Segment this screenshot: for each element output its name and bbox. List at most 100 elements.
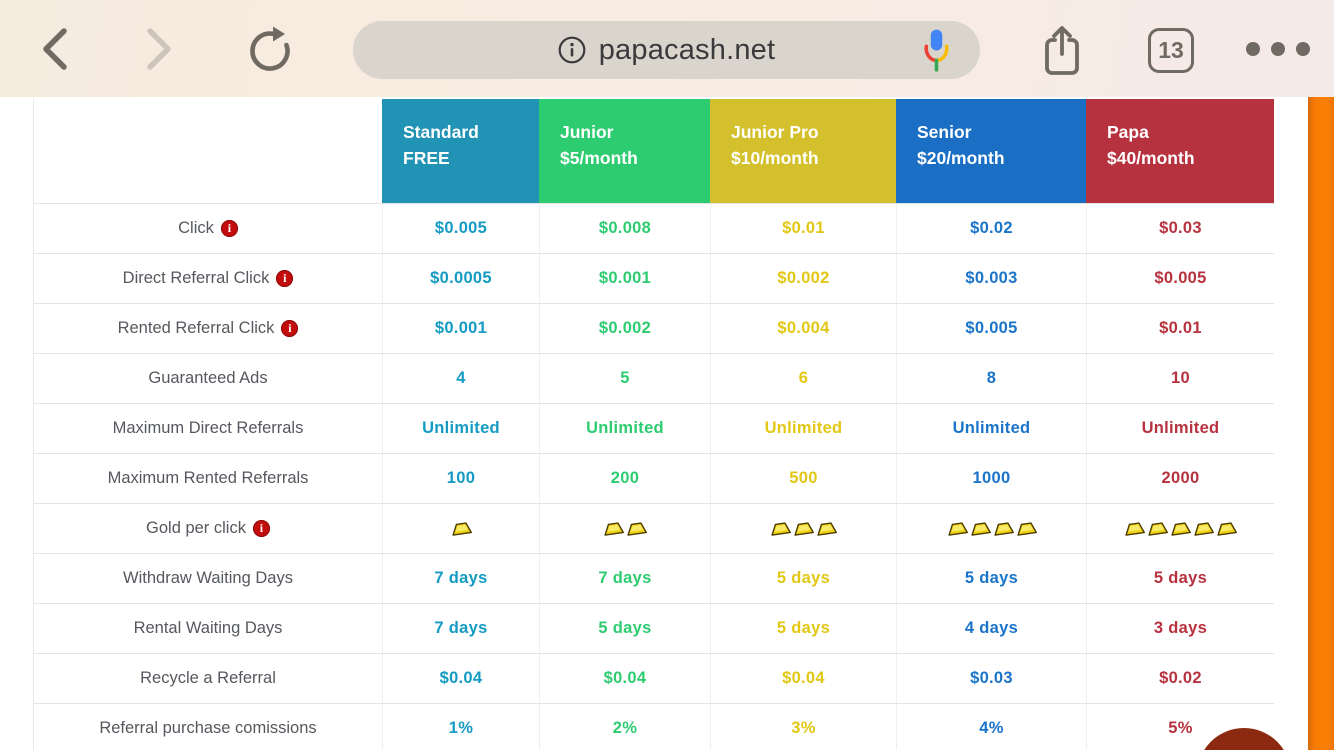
gold-bar-icon (1192, 520, 1215, 537)
table-row: Referral purchase comissions 1% 2% 3% 4% 5% (34, 703, 1274, 750)
forward-button[interactable] (142, 25, 176, 76)
row-label-cell: Recycle a Referral (34, 654, 382, 703)
plan-header-standard: Standard FREE (382, 99, 539, 203)
cell-value: $0.002 (777, 269, 830, 287)
value-cell: $0.04 (710, 654, 896, 703)
value-cell: $0.001 (539, 254, 710, 303)
value-cell: $0.04 (539, 654, 710, 703)
value-cell (539, 504, 710, 553)
help-button[interactable]: ? (1197, 728, 1291, 750)
value-cell (896, 504, 1086, 553)
plan-name: Senior (917, 122, 972, 142)
share-button[interactable] (1041, 24, 1083, 81)
voice-search-mic-icon[interactable] (923, 28, 950, 79)
dot-icon (1296, 42, 1310, 56)
url-text: papacash.net (598, 33, 776, 66)
plan-price: $40/month (1107, 148, 1195, 168)
cell-value: $0.04 (603, 669, 647, 687)
cell-value: 2000 (1161, 469, 1200, 487)
cell-value: $0.001 (598, 269, 652, 287)
gold-bar-icon (450, 520, 473, 537)
cell-value: 2% (612, 719, 638, 737)
cell-value: 3% (791, 719, 816, 737)
plan-name: Junior Pro (731, 122, 819, 142)
value-cell: 4% (896, 704, 1086, 750)
gold-bar-icon (969, 520, 992, 537)
cell-value: $0.005 (434, 219, 488, 237)
info-icon[interactable]: i (276, 270, 294, 287)
back-button[interactable] (38, 25, 72, 76)
gold-bar-icon (1169, 520, 1192, 537)
value-cell: 200 (539, 454, 710, 503)
cell-value: 4% (979, 719, 1004, 737)
reload-button[interactable] (246, 25, 294, 76)
site-info-icon[interactable] (558, 36, 586, 64)
dot-icon (1271, 42, 1285, 56)
plan-price: FREE (403, 148, 450, 168)
info-icon[interactable]: i (252, 520, 270, 537)
value-cell: Unlimited (896, 404, 1086, 453)
table-row: Withdraw Waiting Days 7 days 7 days 5 days 5… (34, 553, 1274, 603)
membership-pricing-table: Standard FREE Junior $5/month Junior Pro $10/… (33, 99, 1274, 750)
cell-value: 5 days (598, 619, 652, 637)
reload-icon (246, 26, 294, 76)
row-label-cell: Maximum Rented Referrals (34, 454, 382, 503)
cell-value: 5 (620, 369, 630, 387)
cell-value: 10 (1171, 369, 1190, 387)
address-bar[interactable]: papacash.net (353, 21, 980, 79)
value-cell: $0.004 (710, 304, 896, 353)
row-label: Guaranteed Ads (148, 369, 268, 387)
cell-value: 4 (456, 369, 466, 387)
row-label-cell: Rented Referral Click i (34, 304, 382, 353)
value-cell: 5 days (896, 554, 1086, 603)
cell-value: 1000 (972, 469, 1011, 487)
plan-price: $10/month (731, 148, 819, 168)
cell-value: $0.03 (970, 669, 1013, 687)
tab-count: 13 (1158, 37, 1184, 63)
more-menu-button[interactable] (1246, 42, 1310, 56)
value-cell: Unlimited (1086, 404, 1274, 453)
gold-bar-icon (1123, 520, 1146, 537)
value-cell: 3 days (1086, 604, 1274, 653)
info-icon[interactable]: i (281, 320, 299, 337)
plan-name: Junior (560, 122, 614, 142)
value-cell: $0.002 (710, 254, 896, 303)
row-label: Withdraw Waiting Days (123, 569, 293, 587)
value-cell: $0.03 (896, 654, 1086, 703)
value-cell: 4 (382, 354, 539, 403)
cell-value: 7 days (598, 569, 652, 587)
value-cell: $0.005 (382, 204, 539, 253)
row-label-cell: Click i (34, 204, 382, 253)
table-row: Recycle a Referral $0.04 $0.04 $0.04 $0.03 $0… (34, 653, 1274, 703)
plan-header-papa: Papa $40/month (1086, 99, 1274, 203)
dot-icon (1246, 42, 1260, 56)
row-label: Referral purchase comissions (99, 719, 317, 737)
gold-bar-icon (946, 520, 969, 537)
row-label-cell: Referral purchase comissions (34, 704, 382, 750)
browser-toolbar: papacash.net 13 (0, 0, 1334, 97)
plan-header-junior: Junior $5/month (539, 99, 710, 203)
value-cell: 5 days (539, 604, 710, 653)
value-cell: Unlimited (382, 404, 539, 453)
value-cell: 4 days (896, 604, 1086, 653)
value-cell: 7 days (539, 554, 710, 603)
value-cell (710, 504, 896, 553)
value-cell: 100 (382, 454, 539, 503)
cell-value: $0.0005 (430, 269, 492, 287)
value-cell: 10 (1086, 354, 1274, 403)
gold-bar-icon (1215, 520, 1238, 537)
value-cell: 5 (539, 354, 710, 403)
table-row: Gold per click i (34, 503, 1274, 553)
value-cell: $0.008 (539, 204, 710, 253)
cell-value: $0.001 (434, 319, 488, 337)
tabs-button[interactable]: 13 (1148, 28, 1194, 73)
value-cell: $0.005 (1086, 254, 1274, 303)
value-cell: 6 (710, 354, 896, 403)
cell-value: $0.005 (1154, 269, 1207, 287)
info-icon[interactable]: i (220, 220, 238, 237)
cell-value: $0.004 (777, 319, 830, 337)
cell-value: Unlimited (1141, 419, 1220, 437)
gold-bar-icon (769, 520, 792, 537)
value-cell: 2% (539, 704, 710, 750)
table-row: Maximum Direct Referrals Unlimited Unlimit… (34, 403, 1274, 453)
